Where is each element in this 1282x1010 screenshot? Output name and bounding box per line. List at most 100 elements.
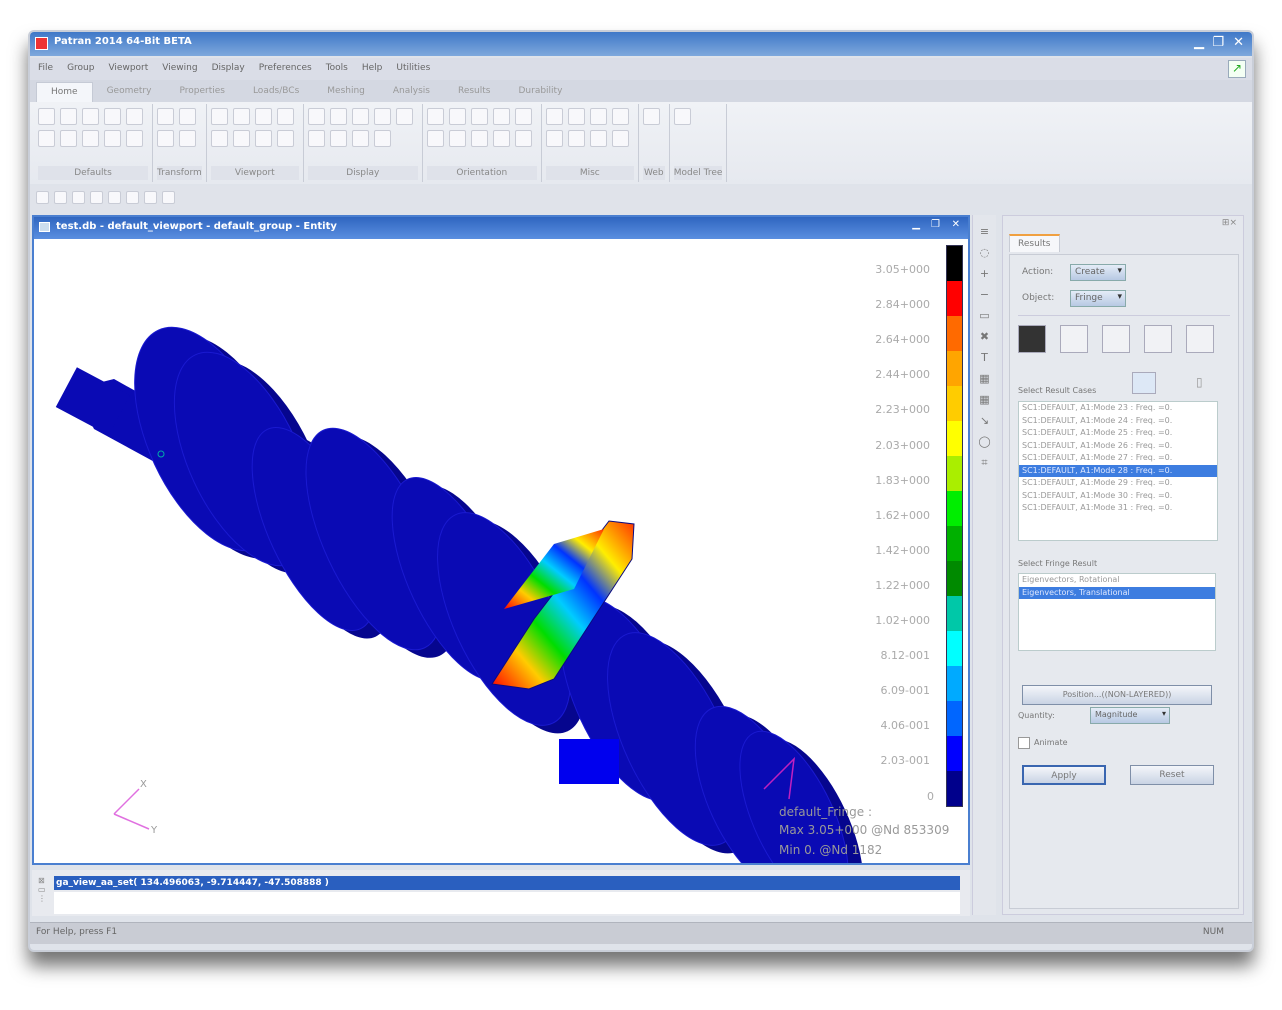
menu-tools[interactable]: Tools: [325, 63, 348, 73]
ribbon-tool-icon[interactable]: [673, 108, 691, 125]
result-case-item[interactable]: SC1:DEFAULT, A1:Mode 28 : Freq. =0.: [1019, 464, 1217, 477]
quick-tool-icon[interactable]: [162, 191, 175, 204]
tool-icon[interactable]: ⌗: [981, 456, 988, 469]
ribbon-tool-icon[interactable]: [426, 130, 444, 147]
ribbon-tool-icon[interactable]: [210, 108, 228, 125]
ribbon-tool-icon[interactable]: [329, 108, 347, 125]
result-case-item[interactable]: SC1:DEFAULT, A1:Mode 30 : Freq. =0.: [1022, 490, 1173, 500]
position-button[interactable]: Position...((NON-LAYERED)): [1022, 685, 1212, 705]
result-case-item[interactable]: SC1:DEFAULT, A1:Mode 24 : Freq. =0.: [1022, 415, 1173, 425]
tab-loadsbcs[interactable]: Loads/BCs: [252, 86, 300, 96]
quick-tool-icon[interactable]: [36, 191, 49, 204]
fringe-result-item[interactable]: Eigenvectors, Rotational: [1022, 575, 1120, 584]
result-case-item[interactable]: SC1:DEFAULT, A1:Mode 27 : Freq. =0.: [1022, 453, 1173, 462]
ribbon-tool-icon[interactable]: [126, 108, 143, 125]
ribbon-tool-icon[interactable]: [426, 108, 444, 125]
ribbon-tool-icon[interactable]: [60, 130, 77, 147]
quick-tool-icon[interactable]: [108, 191, 121, 204]
ribbon-tool-icon[interactable]: [470, 108, 488, 125]
ribbon-tool-icon[interactable]: [307, 130, 325, 147]
ribbon-tool-icon[interactable]: [126, 130, 143, 147]
tab-properties[interactable]: Properties: [179, 86, 225, 96]
tool-icon[interactable]: ↘: [979, 414, 990, 427]
ribbon-tool-icon[interactable]: [395, 108, 413, 125]
ribbon-tool-icon[interactable]: [232, 108, 250, 125]
ribbon-tool-icon[interactable]: [307, 108, 325, 125]
menu-file[interactable]: File: [38, 63, 54, 73]
result-case-item[interactable]: SC1:DEFAULT, A1:Mode 25 : Freq. =0.: [1022, 428, 1173, 437]
vector-tool-icon[interactable]: [1102, 325, 1130, 353]
ribbon-tool-icon[interactable]: [492, 130, 510, 147]
minimize-button[interactable]: ▁: [1194, 35, 1204, 50]
ribbon-tool-icon[interactable]: [492, 108, 510, 125]
menu-viewport[interactable]: Viewport: [108, 63, 149, 73]
tab-meshing[interactable]: Meshing: [327, 86, 365, 96]
viewport-minimize-button[interactable]: ▁: [912, 219, 920, 230]
plus-icon[interactable]: +: [979, 267, 990, 280]
tool-icon[interactable]: ▦: [979, 393, 990, 406]
reset-button[interactable]: Reset: [1130, 765, 1214, 785]
ribbon-tool-icon[interactable]: [157, 108, 174, 125]
ribbon-tool-icon[interactable]: [179, 130, 196, 147]
tab-analysis[interactable]: Analysis: [392, 86, 430, 96]
ribbon-tool-icon[interactable]: [567, 108, 585, 125]
tab-results[interactable]: Results: [1009, 234, 1060, 252]
deform-tool-icon[interactable]: [1060, 325, 1088, 353]
tool-icon[interactable]: ✖: [979, 330, 990, 343]
ribbon-tool-icon[interactable]: [104, 108, 121, 125]
result-case-item[interactable]: SC1:DEFAULT, A1:Mode 23 : Freq. =0.: [1022, 403, 1173, 412]
menu-help[interactable]: Help: [361, 63, 383, 73]
ribbon-tool-icon[interactable]: [642, 108, 660, 125]
tool-icon[interactable]: ◌: [979, 246, 990, 259]
quick-tool-icon[interactable]: [54, 191, 67, 204]
quick-tool-icon[interactable]: [144, 191, 157, 204]
graph-tool-icon[interactable]: [1186, 325, 1214, 353]
ribbon-tool-icon[interactable]: [514, 108, 532, 125]
tool-icon[interactable]: ≡: [979, 225, 990, 238]
ribbon-tool-icon[interactable]: [82, 108, 99, 125]
tool-icon[interactable]: ▦: [979, 372, 990, 385]
ribbon-tool-icon[interactable]: [589, 108, 607, 125]
menu-preferences[interactable]: Preferences: [258, 63, 312, 73]
minus-icon[interactable]: −: [979, 288, 990, 301]
tab-home[interactable]: Home: [36, 82, 93, 102]
ribbon-tool-icon[interactable]: [448, 130, 466, 147]
ribbon-tool-icon[interactable]: [254, 108, 272, 125]
ribbon-tool-icon[interactable]: [545, 130, 563, 147]
ribbon-tool-icon[interactable]: [567, 130, 585, 147]
action-dropdown[interactable]: Create: [1070, 264, 1126, 281]
fringe-result-item[interactable]: Eigenvectors, Translational: [1019, 586, 1215, 599]
ribbon-tool-icon[interactable]: [589, 130, 607, 147]
help-icon[interactable]: ↗: [1228, 60, 1246, 78]
tool-icon[interactable]: ▭: [979, 309, 990, 322]
quick-tool-icon[interactable]: [72, 191, 85, 204]
ribbon-tool-icon[interactable]: [179, 108, 196, 125]
ribbon-tool-icon[interactable]: [373, 108, 391, 125]
ribbon-tool-icon[interactable]: [611, 130, 629, 147]
filter-icon[interactable]: [1132, 372, 1156, 394]
viewport-close-button[interactable]: ✕: [951, 219, 960, 230]
tab-results[interactable]: Results: [457, 86, 491, 96]
ribbon-tool-icon[interactable]: [514, 130, 532, 147]
ribbon-tool-icon[interactable]: [60, 108, 77, 125]
graphics-area[interactable]: 3.05+000 2.84+000 2.64+000 2.44+000 2.23+000…: [34, 239, 968, 863]
ribbon-tool-icon[interactable]: [210, 130, 228, 147]
ribbon-tool-icon[interactable]: [470, 130, 488, 147]
fringe-tool-icon[interactable]: [1018, 325, 1046, 353]
tensor-tool-icon[interactable]: [1144, 325, 1172, 353]
command-history-selected[interactable]: ga_view_aa_set( 134.496063, -9.714447, -…: [54, 876, 960, 890]
ribbon-tool-icon[interactable]: [254, 130, 272, 147]
close-button[interactable]: ✕: [1233, 35, 1244, 50]
ribbon-tool-icon[interactable]: [38, 108, 55, 125]
ribbon-tool-icon[interactable]: [329, 130, 347, 147]
apply-button[interactable]: Apply: [1022, 765, 1106, 785]
result-case-item[interactable]: SC1:DEFAULT, A1:Mode 31 : Freq. =0.: [1022, 503, 1173, 512]
tab-geometry[interactable]: Geometry: [106, 86, 152, 96]
options-icon[interactable]: ▯: [1196, 375, 1203, 389]
ribbon-tool-icon[interactable]: [232, 130, 250, 147]
ribbon-tool-icon[interactable]: [82, 130, 99, 147]
menu-display[interactable]: Display: [211, 63, 245, 73]
quick-tool-icon[interactable]: [90, 191, 103, 204]
result-case-item[interactable]: SC1:DEFAULT, A1:Mode 26 : Freq. =0.: [1022, 440, 1173, 450]
ribbon-tool-icon[interactable]: [611, 108, 629, 125]
